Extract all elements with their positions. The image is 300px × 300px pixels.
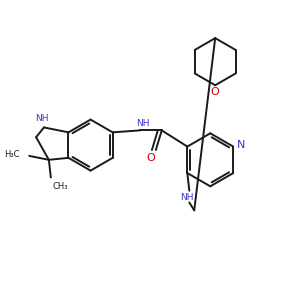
Text: H₃C: H₃C	[4, 150, 20, 159]
Text: CH₃: CH₃	[53, 182, 68, 191]
Text: NH: NH	[136, 119, 150, 128]
Text: NH: NH	[181, 193, 194, 202]
Text: N: N	[237, 140, 245, 150]
Text: NH: NH	[35, 114, 49, 123]
Text: O: O	[211, 87, 220, 97]
Text: O: O	[147, 153, 155, 163]
